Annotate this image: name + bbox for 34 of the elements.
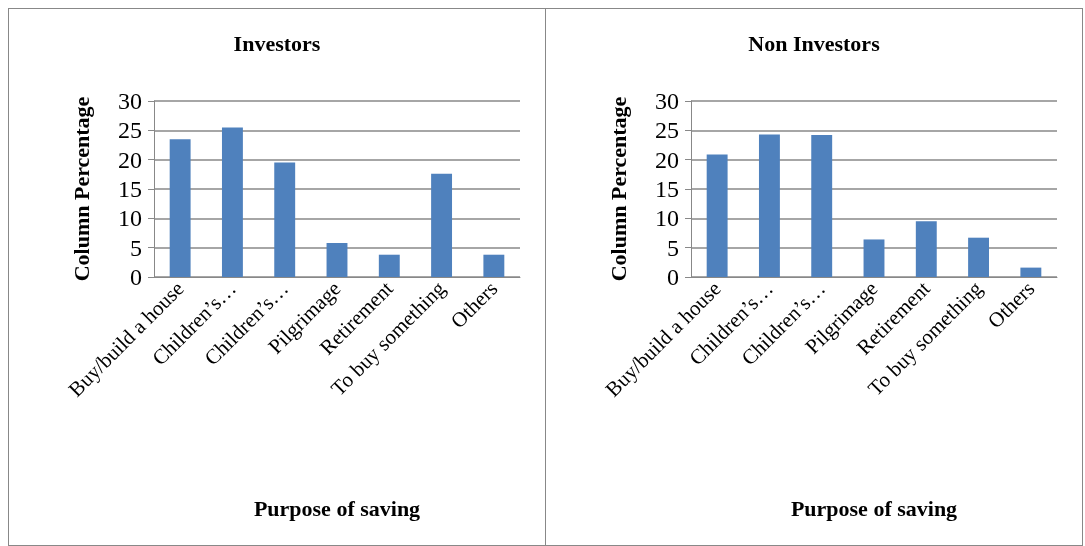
bar [758, 134, 780, 277]
y-tick-label: 25 [118, 117, 142, 144]
y-tick-label: 5 [667, 234, 679, 261]
y-axis-title: Column Percentage [68, 96, 94, 282]
bar [811, 135, 833, 277]
bar [706, 154, 728, 277]
bar [431, 173, 453, 277]
x-axis-title: Purpose of saving [253, 495, 421, 521]
bar [169, 139, 191, 277]
bar [274, 162, 296, 277]
bar [1020, 267, 1042, 277]
bar [915, 221, 937, 277]
y-tick-label: 20 [655, 146, 679, 173]
y-tick-label: 0 [130, 264, 142, 290]
y-tick-label: 10 [655, 205, 679, 232]
y-tick-label: 0 [667, 264, 679, 290]
chart-title: Non Investors [748, 30, 881, 56]
y-tick-label: 15 [118, 176, 142, 202]
y-tick-label: 20 [118, 146, 142, 173]
bar [221, 127, 243, 277]
y-axis-title: Column Percentage [605, 96, 631, 282]
chart-title: Investors [233, 30, 321, 56]
y-tick-label: 5 [130, 234, 142, 261]
y-tick-label: 15 [655, 176, 679, 202]
bar [326, 242, 348, 277]
bar [378, 254, 400, 277]
y-tick-label: 25 [655, 117, 679, 144]
y-tick-label: 30 [118, 88, 142, 114]
y-tick-label: 10 [118, 205, 142, 232]
y-tick-label: 30 [655, 88, 679, 114]
bar [863, 239, 885, 277]
bar [968, 237, 990, 277]
bar [483, 254, 505, 277]
x-axis-title: Purpose of saving [790, 495, 958, 521]
